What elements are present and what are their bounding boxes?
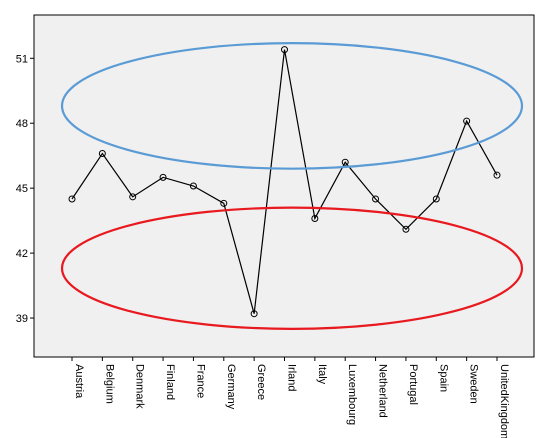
x-tick-label: Denmark — [134, 364, 146, 409]
series-group — [68, 46, 501, 318]
x-tick-label: Greece — [255, 364, 267, 400]
data-point — [493, 171, 501, 179]
data-point — [341, 158, 349, 166]
data-point — [220, 199, 228, 207]
plot-area — [33, 14, 535, 358]
red-annotation-ellipse — [60, 206, 524, 330]
x-tick-label: Italy — [316, 364, 328, 385]
data-point — [402, 225, 410, 233]
data-point — [189, 182, 197, 190]
data-point — [311, 214, 319, 222]
y-tick-label: 48 — [16, 118, 28, 130]
y-tick-label: 39 — [16, 313, 28, 325]
x-tick-label: Germany — [225, 364, 237, 410]
data-point — [159, 173, 167, 181]
y-tick-label: 42 — [16, 248, 28, 260]
x-tick-label: Portugal — [407, 364, 419, 405]
x-tick-label: Sweden — [468, 364, 480, 404]
x-tick-label: Austria — [73, 364, 85, 399]
data-point — [372, 195, 380, 203]
x-tick-label: Belgium — [103, 364, 115, 404]
x-tick-label: France — [194, 364, 206, 398]
data-point — [98, 150, 106, 158]
x-tick-label: UnitedKingdom — [498, 364, 510, 438]
data-point — [463, 117, 471, 125]
x-tick-label: Luxembourg — [346, 364, 358, 425]
data-point — [432, 195, 440, 203]
x-tick-label: Spain — [437, 364, 449, 392]
y-tick-label: 45 — [16, 183, 28, 195]
y-axis: 39 42 45 48 51 — [16, 53, 34, 325]
series-line — [71, 49, 498, 314]
x-tick-label: Netherland — [377, 364, 389, 418]
data-point — [68, 195, 76, 203]
data-point — [250, 310, 258, 318]
blue-annotation-ellipse — [60, 42, 524, 170]
x-tick-label: Irland — [286, 364, 298, 392]
x-tick-label: Finland — [164, 364, 176, 400]
y-tick-label: 51 — [16, 53, 28, 65]
annotation-group — [60, 42, 524, 330]
data-point — [281, 46, 288, 54]
x-axis: Austria Belgium Denmark Finland France German… — [71, 357, 510, 438]
data-point — [129, 193, 137, 201]
